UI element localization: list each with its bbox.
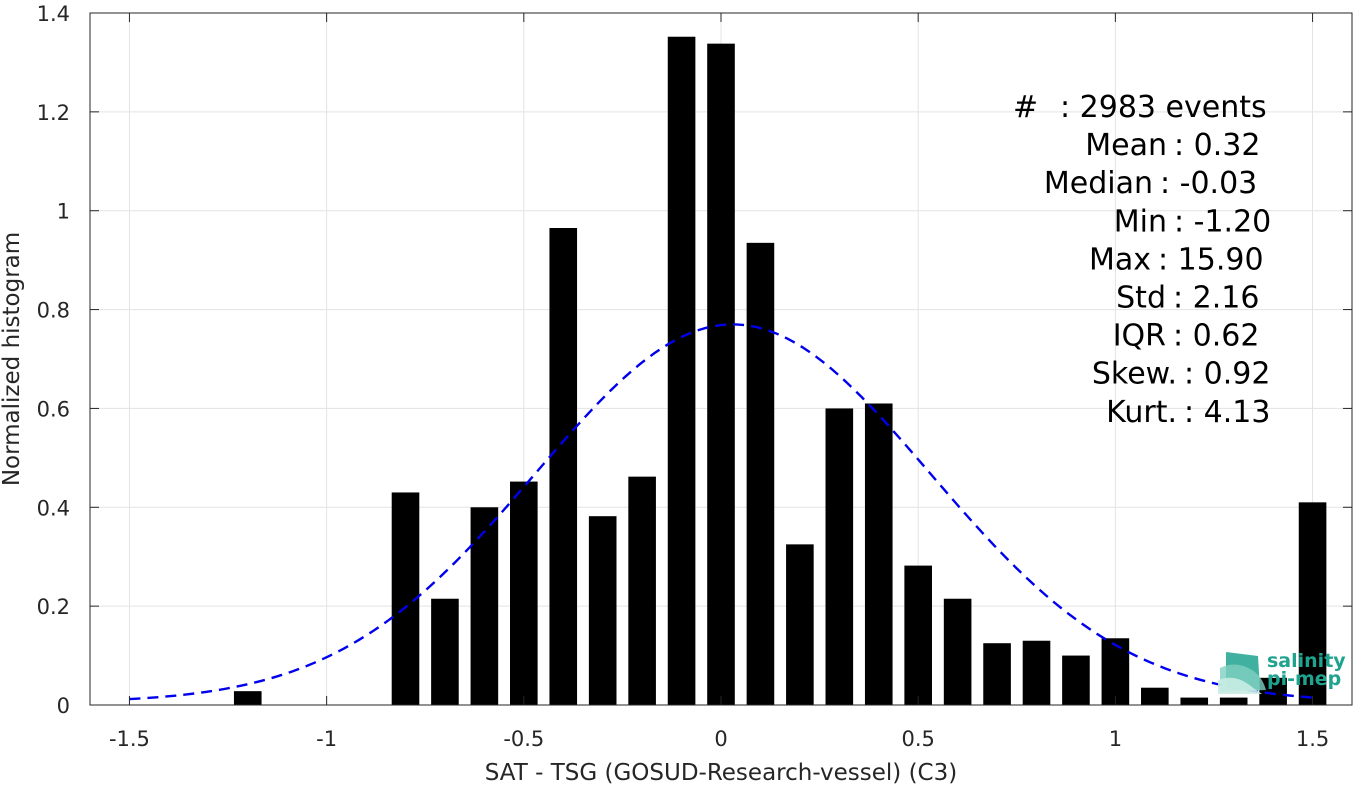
histogram-bar (431, 598, 459, 705)
x-tick-label: -1.5 (109, 727, 150, 751)
stat-value: : 0.62 (1173, 319, 1259, 354)
stat-value: : -1.20 (1174, 204, 1271, 239)
stat-row: Kurt.: 4.13 (1106, 395, 1270, 430)
histogram-bar (1101, 638, 1130, 705)
x-tick-labels: -1.5 -1 -0.5 0 0.5 1 1.5 (109, 727, 1329, 751)
y-tick-label: 1.4 (37, 2, 70, 26)
histogram-bar (1259, 677, 1287, 705)
histogram-bar (470, 507, 499, 705)
histogram-bar (904, 565, 932, 705)
histogram-bar (864, 403, 893, 705)
stat-label: # (1013, 90, 1038, 125)
stat-row: Median: -0.03 (1044, 166, 1257, 201)
x-tick-label: 1 (1109, 727, 1122, 751)
histogram-bar (667, 36, 696, 706)
logo-text-salinity: salinity (1267, 650, 1346, 672)
histogram-bar (1180, 697, 1209, 705)
y-tick-label: 1.2 (37, 101, 70, 125)
x-axis-label: SAT - TSG (GOSUD-Research-vessel) (C3) (485, 760, 957, 785)
histogram-bars (233, 36, 1327, 706)
histogram-bar (510, 481, 538, 705)
stat-row: IQR: 0.62 (1113, 319, 1260, 354)
stat-row: Std: 2.16 (1116, 281, 1259, 316)
stat-value: : -0.03 (1160, 166, 1257, 201)
x-tick-label: 1.5 (1296, 727, 1329, 751)
stat-value: : 0.32 (1174, 128, 1260, 163)
stat-row: Mean: 0.32 (1085, 128, 1260, 163)
histogram-bar (549, 228, 578, 705)
histogram-bar (588, 516, 617, 705)
stat-label: Max (1089, 242, 1151, 277)
histogram-bar (233, 691, 262, 705)
stat-value: : 0.92 (1184, 357, 1270, 392)
stat-label: IQR (1113, 319, 1166, 354)
normal-fit-curve (129, 323, 1313, 701)
stat-label: Skew. (1092, 357, 1177, 392)
y-tick-label: 0.4 (37, 496, 70, 520)
histogram-bar (707, 43, 735, 705)
histogram-bar (746, 242, 775, 705)
stat-row: Min: -1.20 (1114, 204, 1272, 239)
x-tick-label: 0 (714, 727, 727, 751)
y-tick-label: 0.8 (37, 299, 70, 323)
stat-value: : 15.90 (1158, 242, 1264, 277)
histogram-bar (943, 598, 972, 705)
histogram-bar (1062, 655, 1090, 705)
axis-ticks (90, 12, 1352, 706)
y-tick-label: 0 (57, 694, 70, 718)
salinity-pimep-logo: salinity pi-mep (1218, 650, 1346, 694)
logo-text-pimep: pi-mep (1267, 668, 1341, 690)
y-axis-label: Normalized histogram (0, 232, 25, 486)
stat-value: : 4.13 (1184, 395, 1270, 430)
stat-label: Median (1044, 166, 1153, 201)
x-tick-label: 0.5 (901, 727, 934, 751)
stat-label: Kurt. (1106, 395, 1177, 430)
histogram-bar (983, 643, 1011, 705)
y-tick-labels: 0 0.2 0.4 0.6 0.8 1 1.2 1.4 (37, 2, 70, 718)
histogram-bar (1141, 687, 1169, 705)
stat-label: Min (1114, 204, 1167, 239)
histogram-bar (786, 544, 814, 705)
stat-row: # : 2983 events (1013, 90, 1267, 125)
stat-label: Std (1116, 281, 1166, 316)
y-tick-label: 0.2 (37, 595, 70, 619)
histogram-bar (1219, 697, 1248, 705)
stat-row: Skew.: 0.92 (1092, 357, 1271, 392)
histogram-bar (825, 408, 854, 705)
x-tick-label: -1 (316, 727, 337, 751)
y-tick-label: 1 (57, 200, 70, 224)
stat-row: Max: 15.90 (1089, 242, 1264, 277)
stat-value: : 2983 events (1060, 90, 1267, 125)
stat-label: Mean (1085, 128, 1167, 163)
y-tick-label: 0.6 (37, 397, 70, 421)
histogram-bar (1298, 502, 1327, 705)
stat-value: : 2.16 (1173, 281, 1259, 316)
logo-wave-icon (1218, 652, 1266, 694)
histogram-bar (628, 476, 656, 705)
x-tick-label: -0.5 (503, 727, 544, 751)
histogram-bar (1022, 640, 1051, 705)
